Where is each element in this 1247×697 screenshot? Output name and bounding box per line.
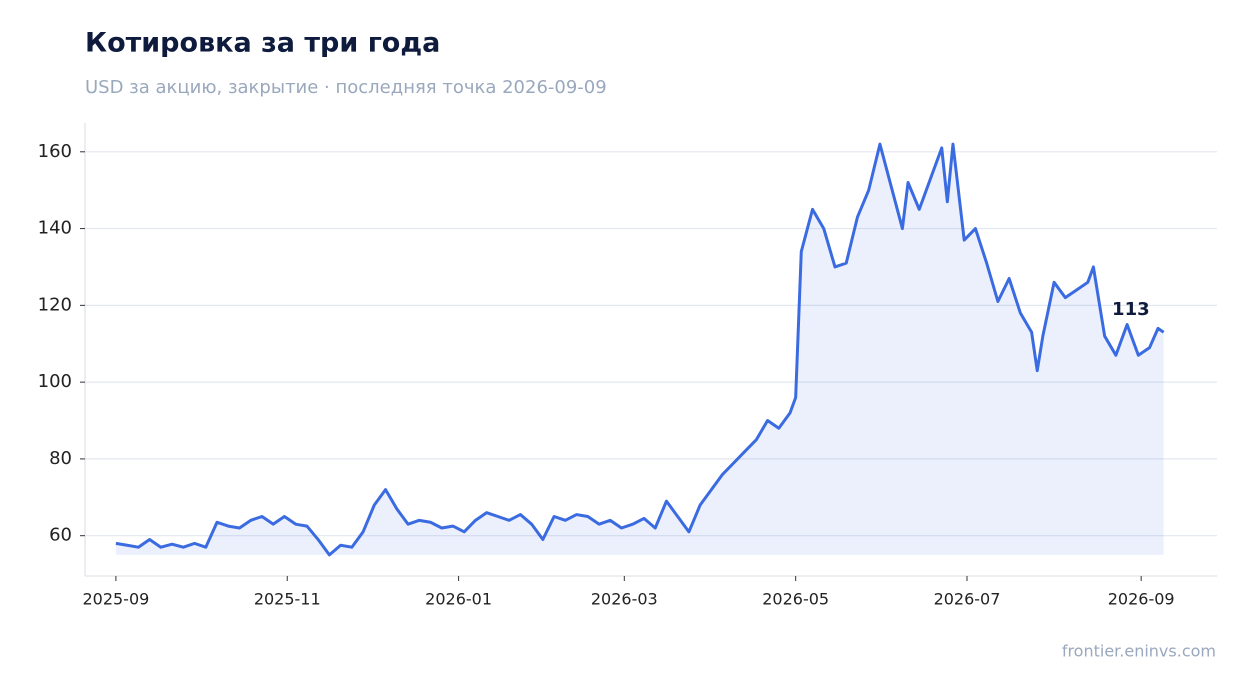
y-tick-label: 60 — [49, 525, 72, 546]
area — [115, 144, 1164, 555]
y-tick-label: 80 — [49, 448, 72, 469]
chart-title: Котировка за три года — [85, 28, 440, 59]
x-tick-label: 2026-07 — [934, 590, 1001, 609]
x-tick-label: 2026-09 — [1108, 590, 1175, 609]
y-tick-label: 160 — [38, 141, 72, 162]
x-tick-label: 2026-05 — [762, 590, 829, 609]
x-tick-label: 2026-01 — [425, 590, 492, 609]
y-tick-label: 100 — [38, 371, 72, 392]
x-tick-label: 2025-09 — [82, 590, 149, 609]
source: frontier.eninvs.com — [1062, 642, 1216, 661]
x-tick-label: 2025-11 — [254, 590, 321, 609]
chart-subtitle: USD за акцию, закрытие · последняя точка… — [85, 77, 607, 98]
y-tick-label: 120 — [38, 294, 72, 315]
y-tick-label: 140 — [38, 218, 72, 239]
x-tick-label: 2026-03 — [591, 590, 658, 609]
last-value-label: 113 — [1112, 299, 1150, 320]
line — [115, 142, 1165, 557]
